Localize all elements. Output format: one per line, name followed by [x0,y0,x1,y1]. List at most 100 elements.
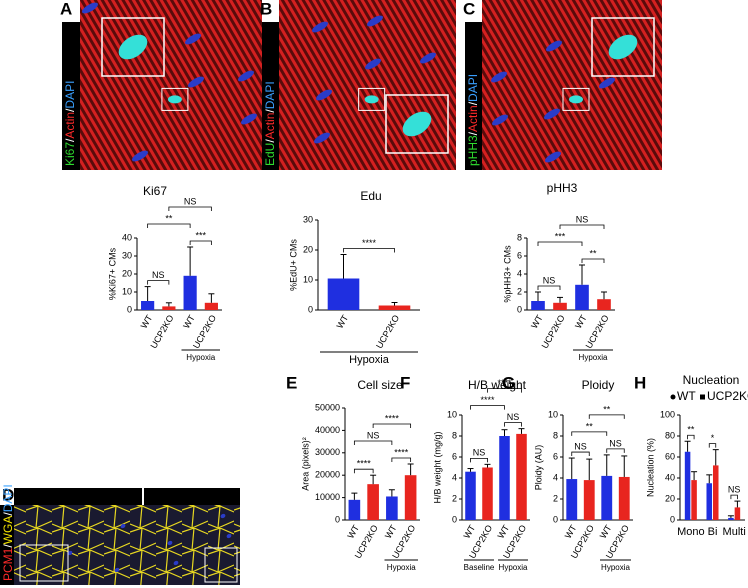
significance-bracket [588,414,625,419]
label-strip [262,22,279,170]
x-tick-label: Mono [677,526,705,538]
bar [618,476,630,520]
y-tick-label: 30 [303,214,313,224]
nucleus [316,89,332,101]
bar [367,484,379,520]
nucleus [120,523,126,529]
significance-bracket [353,468,374,474]
y-tick-label: 40 [665,472,675,482]
panel-letter: B [260,0,272,18]
y-tick-label: 0 [517,304,522,314]
nucleus [241,113,257,125]
significance-label: *** [555,231,566,241]
nucleus [226,533,232,539]
chart-title: Nucleation [683,373,740,387]
y-tick-label: 20 [665,493,675,503]
y-tick-label: 2 [452,493,457,503]
nucleus-positive [402,111,432,137]
stain-part: Actin [263,113,277,140]
nucleus [365,58,381,70]
significance-bracket [372,423,412,428]
nucleus [185,33,201,45]
panel-letter: E [286,373,297,392]
significance-bracket [537,285,561,290]
significance-label: NS [543,275,556,285]
bar [465,471,476,520]
y-tick-label: 20000 [315,470,340,480]
significance-label: ** [603,404,611,414]
nucleus [188,76,204,88]
nucleus [82,2,98,14]
nucleus [67,550,73,556]
nucleus [545,151,561,163]
significance-label: **** [394,447,409,457]
nucleus [546,40,562,52]
significance-bracket [730,494,738,500]
bar [583,480,595,520]
bar [378,305,411,310]
significance-bracket [606,448,625,453]
bar [516,433,527,520]
significance-bracket [537,241,583,246]
label-strip [465,22,482,170]
y-tick-label: 20 [303,244,313,254]
y-tick-label: 10000 [315,492,340,502]
significance-bracket [571,451,590,457]
nucleus [238,70,254,82]
panel-letter: A [60,0,72,18]
stain-part: DAPI [63,81,77,109]
nucleus-positive [608,34,638,60]
stain-part: Actin [63,112,77,139]
nucleus [544,108,560,120]
chart-title: pHH3 [547,181,578,195]
nucleus [367,15,383,27]
group-label: Hypoxia [186,353,215,362]
bar [553,302,567,310]
legend-label: WT [677,389,696,403]
significance-label: **** [362,238,377,248]
significance-bracket [487,388,522,393]
y-tick-label: 4 [452,472,457,482]
stain-part: / [1,544,15,548]
group-label: Hypoxia [387,563,416,572]
group-label: Hypoxia [499,563,528,572]
significance-label: NS [184,196,197,206]
bar [728,517,734,520]
y-tick-label: 10 [303,274,313,284]
x-tick-label: Multi [723,526,746,538]
significance-label: * [711,433,715,443]
y-tick-label: 8 [452,430,457,440]
bar [327,278,360,310]
stain-part: Actin [466,105,480,132]
nucleus [132,150,148,162]
stain-part: Ki67 [63,142,77,166]
panel-letter: H [634,373,646,392]
y-tick-label: 6 [517,250,522,260]
significance-bracket [147,280,170,285]
y-tick-label: 0 [452,514,457,524]
significance-label: NS [367,430,380,440]
y-axis-label: Ploidy (AU) [533,445,543,491]
nucleus-positive [569,95,583,104]
significance-label: **** [480,395,495,405]
significance-label: **** [357,459,372,469]
significance-label: NS [507,412,520,422]
roi-box [358,87,386,111]
bar [566,479,578,520]
y-axis-label: Area (pixels)² [300,437,310,491]
y-tick-label: 6 [452,451,457,461]
group-label: Hypoxia [349,354,390,366]
y-tick-label: 40000 [315,425,340,435]
y-tick-label: 100 [660,409,675,419]
significance-label: NS [152,270,165,280]
nucleus [314,132,330,144]
header: WT [186,489,205,503]
significance-bracket [391,457,412,462]
y-tick-label: 60 [665,451,675,461]
bar [575,284,589,310]
stain-part: PCM1 [1,547,15,581]
legend-marker [700,394,705,400]
nucleus [312,21,328,33]
group-label: Hypoxia [601,563,630,572]
panel-letter: G [502,373,515,392]
